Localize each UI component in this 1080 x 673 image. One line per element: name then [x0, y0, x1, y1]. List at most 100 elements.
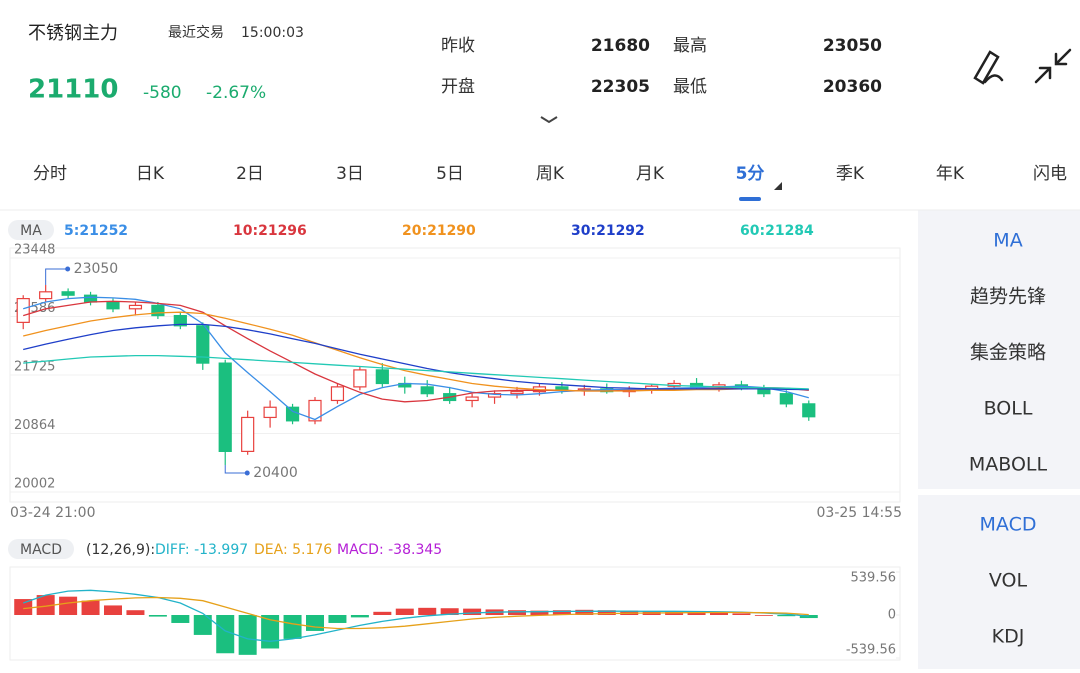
macd-plot-frame	[9, 566, 901, 661]
side-panel	[918, 210, 1080, 669]
y-tick-label: 20864	[14, 418, 55, 433]
indicator-option[interactable]: MABOLL	[969, 454, 1048, 476]
macd-bar	[530, 610, 549, 615]
period-tab[interactable]: 季K	[836, 164, 865, 184]
macd-bar	[732, 613, 751, 615]
macd-bar	[81, 600, 100, 615]
indicator-label: MA	[20, 223, 42, 239]
ma-line	[23, 311, 809, 392]
indicator-option[interactable]: MACD	[980, 514, 1037, 536]
indicator-label: MACD	[20, 542, 62, 558]
collapse-icon[interactable]	[1034, 48, 1072, 84]
legend-entry: 20:21290	[402, 223, 476, 239]
candle-body	[802, 403, 816, 418]
macd-bar	[14, 599, 33, 615]
macd-bar	[36, 595, 55, 615]
candle-body	[420, 386, 434, 395]
stat-value: 20360	[823, 77, 882, 97]
y-tick-label: 23448	[14, 243, 55, 258]
macd-button[interactable]	[8, 539, 74, 559]
candle-body	[151, 304, 165, 317]
indicator-option[interactable]: KDJ	[992, 626, 1025, 648]
macd-bar	[373, 611, 392, 615]
period-tab[interactable]: 分时	[33, 164, 67, 184]
indicator-option[interactable]: BOLL	[984, 398, 1033, 420]
candle-body	[218, 362, 232, 452]
period-tab[interactable]: 周K	[536, 164, 565, 184]
trade-time: 15:00:03	[241, 25, 304, 41]
macd-line	[23, 596, 809, 630]
trade-label: 最近交易	[168, 24, 224, 41]
stat-value: 21680	[591, 36, 650, 56]
candle-body	[510, 391, 524, 395]
candle-body	[465, 396, 479, 402]
macd-bar	[261, 615, 280, 649]
candle-body	[241, 416, 255, 452]
indicator-option[interactable]: 集金策略	[970, 342, 1046, 364]
legend-entry: 60:21284	[740, 223, 814, 239]
macd-bar	[710, 612, 728, 615]
candle-body	[61, 291, 75, 296]
indicator-option[interactable]: VOL	[989, 570, 1028, 592]
extreme-dot	[65, 266, 71, 272]
indicator-params: (12,26,9):	[86, 542, 155, 558]
macd-bar	[238, 615, 257, 655]
period-tab[interactable]: 闪电	[1033, 164, 1067, 184]
macd-bar	[193, 615, 212, 635]
macd-bar	[148, 615, 167, 617]
candle-body	[173, 314, 187, 327]
contract-name: 不锈钢主力	[28, 23, 118, 44]
candle-body	[263, 406, 277, 419]
x-axis-label: 03-25 14:55	[817, 505, 902, 521]
macd-bar	[216, 615, 235, 654]
macd-bar	[508, 610, 526, 615]
macd-bar	[104, 605, 122, 615]
candle-body	[196, 325, 210, 364]
macd-bar	[418, 607, 437, 615]
tab-underline	[739, 197, 761, 201]
indicator-option[interactable]: MA	[993, 230, 1022, 252]
macd-bar	[552, 610, 571, 615]
period-tab[interactable]: 5分	[736, 164, 765, 184]
macd-bar	[171, 615, 190, 623]
macd-bar	[59, 596, 78, 615]
macd-bar	[575, 609, 594, 615]
macd-bar	[283, 615, 302, 639]
period-tab[interactable]: 3日	[336, 164, 364, 184]
last-price: 21110	[28, 75, 118, 105]
legend-entry: 10:21296	[233, 223, 307, 239]
candle-body	[375, 369, 389, 385]
ma-button[interactable]	[8, 220, 54, 240]
macd-bar	[306, 615, 324, 631]
period-tab[interactable]: 5日	[436, 164, 464, 184]
candle-body	[39, 291, 53, 300]
candle-body	[757, 388, 771, 395]
macd-bar	[126, 610, 145, 615]
stat-label: 开盘	[441, 77, 475, 97]
period-tab[interactable]: 2日	[236, 164, 264, 184]
extreme-pointer	[45, 268, 68, 286]
indicator-option[interactable]: 趋势先锋	[970, 286, 1046, 308]
period-tab[interactable]: 日K	[136, 164, 165, 184]
macd-bar	[799, 615, 818, 619]
period-tab[interactable]: 月K	[636, 164, 665, 184]
candle-body	[330, 386, 345, 402]
expand-chevron[interactable]	[540, 116, 558, 124]
candle-body	[83, 294, 98, 303]
extreme-dot	[244, 470, 250, 476]
period-tab[interactable]: 年K	[936, 164, 965, 184]
macd-bar	[395, 608, 414, 615]
legend-entry: 30:21292	[571, 223, 645, 239]
y-tick-label: -539.56	[846, 643, 896, 658]
macd-bar	[440, 608, 459, 615]
ma-line	[23, 354, 809, 390]
draw-icon[interactable]	[973, 50, 1004, 85]
tab-dropdown[interactable]	[774, 182, 782, 190]
candle-body	[779, 393, 793, 405]
stat-label: 昨收	[441, 36, 475, 56]
legend-entry: MACD: -38.345	[337, 542, 442, 558]
candle-body	[106, 301, 120, 310]
stat-label: 最低	[673, 77, 707, 97]
legend-entry: DEA: 5.176	[254, 542, 332, 558]
